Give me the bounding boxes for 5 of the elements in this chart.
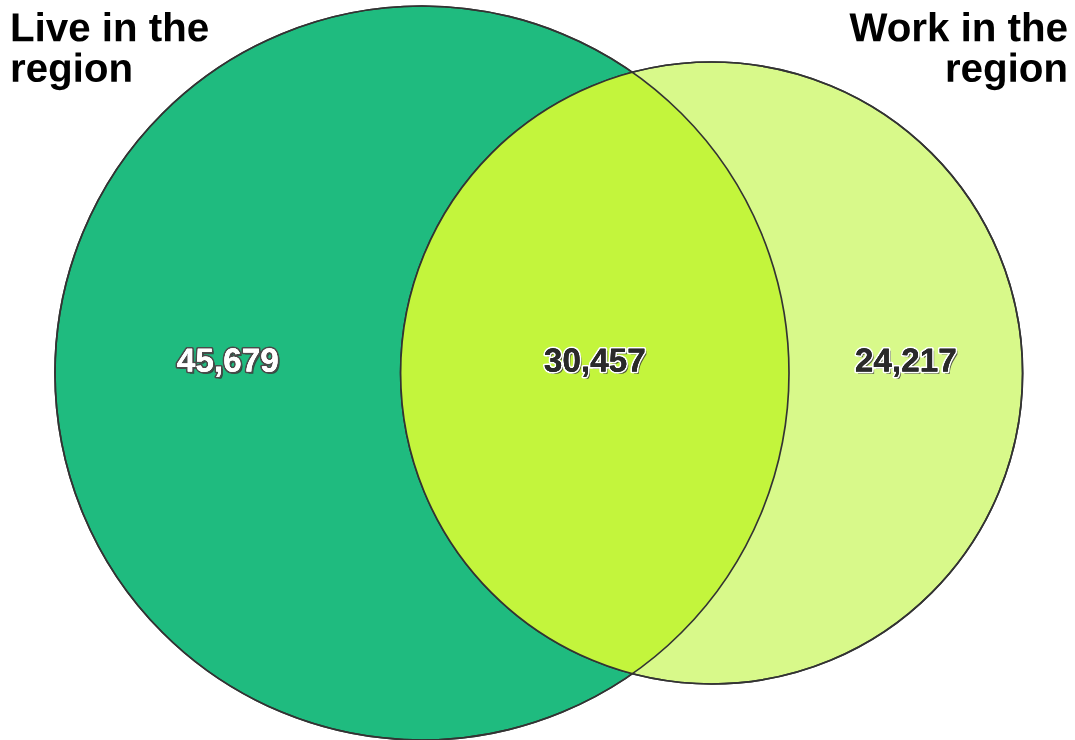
data-label: 24,217 (855, 348, 958, 379)
data-label: 45,679 (177, 348, 280, 379)
data-label: 30,457 (544, 348, 647, 379)
text: Live in the region (12, 12, 208, 91)
text: Work in the region (849, 12, 1067, 91)
